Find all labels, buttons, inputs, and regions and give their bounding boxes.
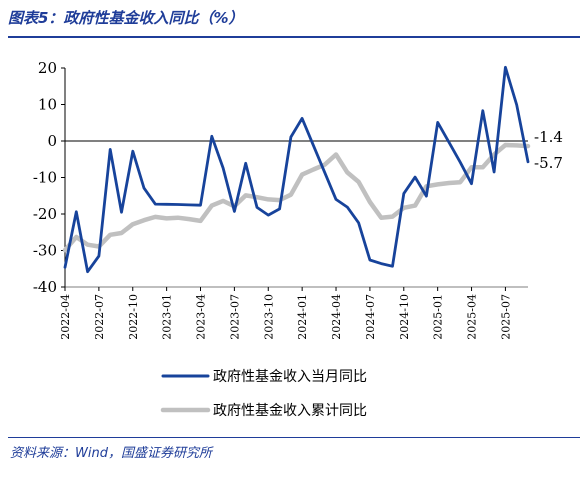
x-tick-label: 2022-07 bbox=[93, 294, 106, 340]
footer-divider bbox=[8, 437, 580, 438]
x-tick-label: 2023-07 bbox=[228, 294, 241, 340]
x-tick-label: 2023-01 bbox=[161, 294, 174, 340]
x-tick-labels: 2022-04 2022-07 2022-10 2023-01 2023-04 2023-… bbox=[59, 294, 512, 340]
x-tick-label: 2025-07 bbox=[499, 294, 512, 340]
x-tick-label: 2022-04 bbox=[59, 294, 72, 340]
series-line-monthly bbox=[63, 65, 530, 274]
x-tick-label: 2024-07 bbox=[364, 294, 377, 340]
x-tick-label: 2022-10 bbox=[127, 294, 140, 340]
x-tick-label: 2024-04 bbox=[330, 294, 343, 340]
source-note: 资料来源：Wind，国盛证券研究所 bbox=[10, 446, 212, 461]
series-line-cumulative bbox=[62, 142, 531, 253]
x-tick-label: 2024-01 bbox=[296, 294, 309, 340]
y-tick-labels: 20 10 0 -10 -20 -30 -40 bbox=[33, 59, 57, 296]
end-value-labels: -1.4 -5.7 bbox=[534, 128, 563, 172]
y-tick-label: 0 bbox=[47, 132, 57, 150]
y-tick-label: -20 bbox=[33, 205, 57, 223]
end-label-monthly: -5.7 bbox=[534, 154, 563, 172]
y-tick-label: -10 bbox=[33, 169, 57, 187]
x-tick-label: 2025-01 bbox=[432, 294, 445, 340]
title-divider bbox=[8, 36, 580, 38]
end-label-cumulative: -1.4 bbox=[534, 128, 563, 146]
y-tick-label: -40 bbox=[33, 278, 57, 296]
x-tick-label: 2024-10 bbox=[398, 294, 411, 340]
x-tick-label: 2023-10 bbox=[262, 294, 275, 340]
chart-axes bbox=[61, 67, 528, 291]
chart-title-bar: 图表5：政府性基金收入同比（%） bbox=[8, 6, 582, 34]
y-tick-label: -30 bbox=[33, 242, 57, 260]
y-tick-label: 20 bbox=[38, 59, 57, 77]
y-tick-label: 10 bbox=[38, 96, 57, 114]
x-tick-label: 2023-04 bbox=[195, 294, 208, 340]
legend-item-cumulative-label: 政府性基金收入累计同比 bbox=[213, 402, 367, 419]
chart-title: 图表5：政府性基金收入同比（%） bbox=[8, 9, 244, 27]
x-tick-label: 2025-04 bbox=[466, 294, 479, 340]
legend-item-monthly-label: 政府性基金收入当月同比 bbox=[213, 368, 367, 385]
plot-area bbox=[62, 65, 531, 274]
